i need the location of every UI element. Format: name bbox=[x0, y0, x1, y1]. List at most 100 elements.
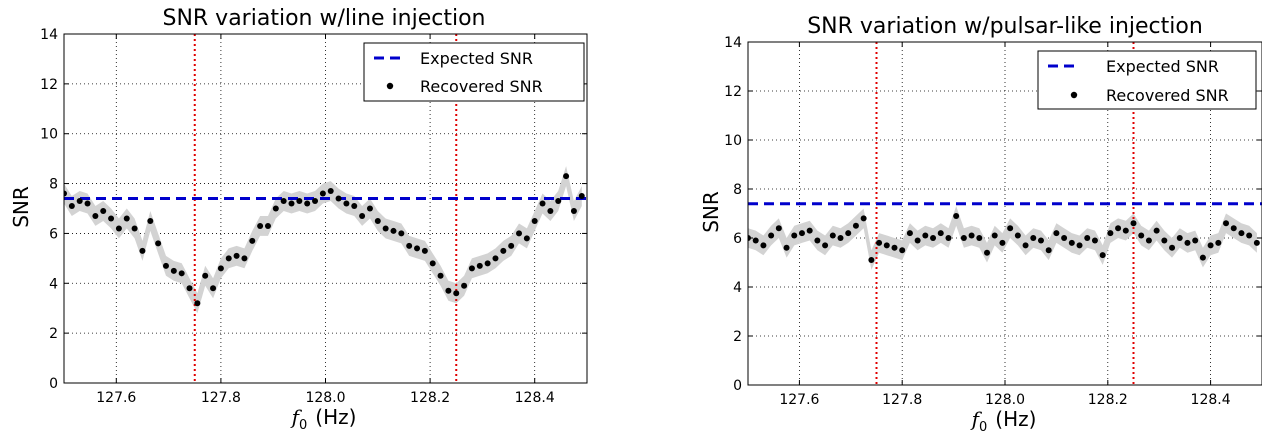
left-point-2 bbox=[76, 198, 83, 205]
right-point-9 bbox=[814, 237, 821, 244]
right-y-axis-label: SNR bbox=[699, 191, 723, 233]
left-point-35 bbox=[335, 195, 342, 202]
left-point-53 bbox=[476, 262, 483, 269]
left-point-22 bbox=[233, 252, 240, 259]
right-point-8 bbox=[806, 227, 813, 234]
right-point-27 bbox=[953, 212, 960, 219]
left-legend-recovered-marker bbox=[386, 82, 394, 90]
left-point-14 bbox=[170, 267, 177, 274]
right-y-tick-label-7: 14 bbox=[724, 35, 742, 51]
right-point-42 bbox=[1068, 239, 1075, 246]
left-y-tick-label-5: 10 bbox=[40, 127, 58, 143]
left-point-7 bbox=[115, 225, 122, 232]
right-point-25 bbox=[937, 230, 944, 237]
right-point-28 bbox=[960, 235, 967, 241]
left-point-18 bbox=[202, 272, 209, 279]
right-point-31 bbox=[984, 249, 991, 256]
right-legend-recovered-label: Recovered SNR bbox=[1106, 86, 1229, 105]
right-point-16 bbox=[868, 257, 875, 264]
right-point-46 bbox=[1099, 252, 1106, 259]
left-point-51 bbox=[461, 282, 468, 289]
right-point-43 bbox=[1076, 242, 1083, 249]
left-point-31 bbox=[304, 200, 311, 207]
right-x-tick-label-1: 127.8 bbox=[882, 392, 922, 408]
left-x-axis-label-unit: (Hz) bbox=[315, 405, 356, 429]
left-point-37 bbox=[351, 203, 358, 210]
right-point-11 bbox=[829, 232, 836, 239]
left-point-43 bbox=[398, 230, 405, 237]
left-x-axis-label: f0 (Hz) bbox=[290, 405, 357, 432]
left-point-64 bbox=[563, 173, 570, 180]
right-point-12 bbox=[837, 235, 844, 241]
right-point-37 bbox=[1030, 235, 1037, 241]
left-point-45 bbox=[414, 245, 421, 252]
right-point-59 bbox=[1199, 254, 1206, 261]
right-point-47 bbox=[1107, 230, 1114, 237]
left-point-30 bbox=[296, 198, 303, 205]
left-point-10 bbox=[139, 247, 146, 254]
right-point-22 bbox=[914, 237, 921, 244]
left-point-34 bbox=[327, 188, 334, 195]
left-point-21 bbox=[225, 255, 232, 262]
left-point-62 bbox=[547, 207, 554, 214]
right-y-tick-label-4: 8 bbox=[733, 182, 742, 198]
left-point-13 bbox=[162, 262, 169, 269]
left-y-tick-label-6: 12 bbox=[40, 77, 58, 93]
left-point-49 bbox=[445, 287, 452, 294]
left-chart-title: SNR variation w/line injection bbox=[162, 6, 485, 31]
left-point-61 bbox=[539, 200, 546, 207]
right-point-36 bbox=[1022, 242, 1029, 249]
left-point-44 bbox=[406, 242, 413, 249]
left-y-tick-label-3: 6 bbox=[49, 226, 58, 242]
right-point-48 bbox=[1115, 225, 1122, 232]
left-point-39 bbox=[366, 205, 373, 212]
right-point-55 bbox=[1169, 244, 1176, 251]
left-point-19 bbox=[210, 285, 217, 292]
right-point-21 bbox=[906, 230, 913, 237]
left-point-40 bbox=[374, 217, 381, 224]
left-point-3 bbox=[84, 200, 91, 207]
right-point-45 bbox=[1091, 237, 1098, 244]
right-point-26 bbox=[945, 235, 952, 241]
right-chart-title: SNR variation w/pulsar-like injection bbox=[807, 14, 1203, 39]
right-y-tick-label-0: 0 bbox=[733, 378, 742, 394]
right-y-tick-label-2: 4 bbox=[733, 280, 742, 296]
left-point-15 bbox=[178, 270, 185, 277]
left-y-tick-label-0: 0 bbox=[49, 376, 58, 392]
left-point-29 bbox=[288, 200, 295, 207]
left-legend-box bbox=[363, 42, 585, 102]
left-x-tick-label-2: 128.0 bbox=[305, 390, 345, 406]
left-x-axis-label-subscript: 0 bbox=[299, 418, 307, 432]
left-point-57 bbox=[508, 242, 515, 249]
left-point-25 bbox=[257, 222, 264, 229]
left-point-11 bbox=[147, 217, 154, 224]
left-point-6 bbox=[108, 215, 115, 222]
right-point-15 bbox=[860, 215, 867, 222]
right-point-51 bbox=[1138, 232, 1145, 239]
right-y-tick-label-6: 12 bbox=[724, 84, 742, 100]
left-x-tick-label-1: 127.8 bbox=[201, 390, 241, 406]
right-point-40 bbox=[1053, 230, 1060, 237]
left-point-0 bbox=[64, 190, 67, 197]
right-point-7 bbox=[798, 230, 805, 237]
right-point-38 bbox=[1037, 237, 1044, 244]
right-point-62 bbox=[1223, 220, 1230, 227]
right-point-1 bbox=[752, 237, 759, 244]
left-point-38 bbox=[359, 212, 366, 219]
right-point-66 bbox=[1253, 239, 1260, 246]
right-y-tick-label-1: 2 bbox=[733, 329, 742, 345]
right-point-20 bbox=[899, 247, 906, 254]
right-x-tick-label-2: 128.0 bbox=[985, 392, 1025, 408]
left-chart: SNR variation w/line injection SNR f0 (Hz… bbox=[9, 6, 588, 432]
left-y-tick-label-1: 2 bbox=[49, 326, 58, 342]
left-point-36 bbox=[343, 200, 350, 207]
left-point-65 bbox=[570, 207, 577, 214]
left-x-tick-label-4: 128.4 bbox=[515, 390, 555, 406]
right-x-tick-label-4: 128.4 bbox=[1191, 392, 1231, 408]
right-point-63 bbox=[1230, 225, 1237, 232]
left-uncertainty-band bbox=[64, 166, 582, 314]
left-point-9 bbox=[131, 225, 138, 232]
right-point-32 bbox=[991, 232, 998, 239]
right-point-54 bbox=[1161, 237, 1168, 244]
right-point-65 bbox=[1246, 232, 1253, 239]
